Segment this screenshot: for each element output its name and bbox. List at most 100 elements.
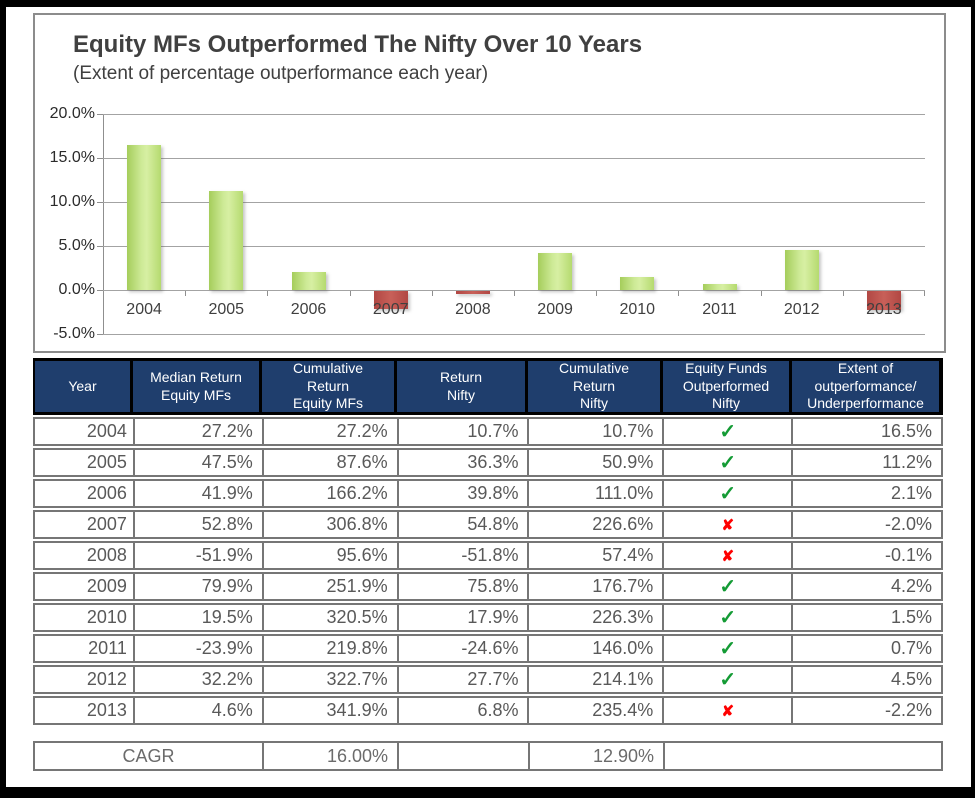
cumulative-return-mfs-cell: 320.5% — [261, 605, 397, 630]
x-axis-tick — [431, 291, 433, 296]
cagr-label: CAGR — [122, 745, 175, 766]
cumulative-return-mfs-cell: 87.6% — [261, 450, 397, 475]
header-cell-5: Equity Funds Outperformed Nifty — [663, 360, 789, 412]
bar-2004 — [127, 144, 162, 290]
y-axis-tick-label: 5.0% — [58, 237, 95, 254]
outperformed-cell: ✓ — [662, 450, 791, 475]
table-row: 2010 19.5% 320.5% 17.9% 226.3% ✓ 1.5% — [33, 603, 943, 632]
header-cell-0: Year — [35, 361, 130, 412]
table-row: 2011 -23.9% 219.8% -24.6% 146.0% ✓ 0.7% — [33, 634, 943, 663]
y-axis-tick-label: -5.0% — [53, 325, 95, 342]
y-axis-tick — [97, 158, 103, 159]
y-axis-tick — [97, 114, 103, 115]
cross-icon: ✘ — [721, 516, 735, 534]
return-nifty-cell: 27.7% — [396, 667, 528, 692]
header-cell-4: Cumulative Return Nifty — [528, 360, 660, 412]
return-nifty-cell: 75.8% — [396, 574, 528, 599]
cagr-equity-mfs-value: 16.00% — [262, 743, 397, 769]
bar-2008 — [455, 291, 490, 294]
table-header-row: Year Median Return Equity MFs Cumulative R… — [33, 358, 943, 415]
cumulative-return-mfs-cell: 219.8% — [261, 636, 397, 661]
extent-cell: -2.0% — [791, 512, 941, 537]
table-row: 2012 32.2% 322.7% 27.7% 214.1% ✓ 4.5% — [33, 665, 943, 694]
cumulative-return-nifty-cell: 226.3% — [527, 605, 662, 630]
bar-2005 — [209, 191, 244, 290]
median-return-cell: 27.2% — [132, 419, 262, 444]
gridline — [103, 202, 925, 203]
extent-cell: 11.2% — [791, 450, 941, 475]
median-return-cell: 79.9% — [132, 574, 262, 599]
cumulative-return-nifty-cell: 50.9% — [527, 450, 662, 475]
bar-2012 — [784, 250, 819, 290]
results-table: Year Median Return Equity MFs Cumulative R… — [33, 358, 943, 725]
return-nifty-cell: 10.7% — [396, 419, 528, 444]
x-axis-label: 2010 — [619, 301, 656, 318]
table-row: 2007 52.8% 306.8% 54.8% 226.6% ✘ -2.0% — [33, 510, 943, 539]
gridline — [103, 290, 925, 291]
cross-icon: ✘ — [721, 547, 735, 565]
header-cell-2: Cumulative Return Equity MFs — [262, 360, 394, 412]
check-icon: ✓ — [719, 576, 737, 598]
outperformed-cell: ✓ — [662, 574, 791, 599]
header-cell-1: Median Return Equity MFs — [133, 361, 259, 412]
x-axis-tick — [924, 291, 925, 296]
median-return-cell: -51.9% — [132, 543, 262, 568]
x-axis-tick — [514, 291, 515, 296]
header-cell-3: Return Nifty — [397, 361, 525, 412]
x-axis-label: 2012 — [783, 301, 820, 318]
extent-cell: -0.1% — [791, 543, 941, 568]
y-axis-tick — [97, 246, 103, 247]
median-return-cell: 47.5% — [132, 450, 262, 475]
extent-cell: 4.5% — [791, 667, 941, 692]
gridline — [103, 158, 925, 159]
x-axis-tick — [349, 291, 351, 296]
cumulative-return-nifty-cell: 214.1% — [527, 667, 662, 692]
year-cell: 2006 — [86, 483, 127, 503]
return-nifty-cell: -24.6% — [396, 636, 528, 661]
y-axis-tick — [97, 290, 103, 291]
check-icon: ✓ — [719, 607, 737, 629]
bar-2007 — [373, 291, 408, 309]
outperformed-cell: ✓ — [662, 419, 791, 444]
table-row: 2009 79.9% 251.9% 75.8% 176.7% ✓ 4.2% — [33, 572, 943, 601]
cagr-nifty-value: 12.90% — [528, 743, 663, 769]
outperformed-cell: ✓ — [662, 667, 791, 692]
gridline — [103, 114, 925, 115]
median-return-cell: -23.9% — [132, 636, 262, 661]
outperformed-cell: ✓ — [662, 481, 791, 506]
cumulative-return-mfs-cell: 27.2% — [261, 419, 397, 444]
check-icon: ✓ — [719, 483, 737, 505]
year-cell: 2009 — [86, 576, 127, 596]
year-cell: 2005 — [86, 452, 127, 472]
year-cell: 2010 — [86, 607, 127, 627]
header-cell-6: Extent of outperformance/ Underperforman… — [792, 360, 939, 412]
extent-cell: 1.5% — [791, 605, 941, 630]
outperformed-cell: ✓ — [662, 605, 791, 630]
y-axis-tick-label: 0.0% — [58, 281, 95, 298]
cumulative-return-nifty-cell: 10.7% — [527, 419, 662, 444]
y-axis-tick — [97, 334, 103, 335]
cagr-empty-cell — [397, 743, 528, 769]
median-return-cell: 32.2% — [132, 667, 262, 692]
cumulative-return-nifty-cell: 146.0% — [527, 636, 662, 661]
x-axis-label: 2013 — [866, 301, 902, 318]
x-axis-label: 2006 — [290, 301, 327, 318]
median-return-cell: 52.8% — [132, 512, 262, 537]
x-axis-label: 2011 — [702, 301, 737, 318]
y-axis-tick-label: 20.0% — [49, 105, 95, 122]
table-row: 2006 41.9% 166.2% 39.8% 111.0% ✓ 2.1% — [33, 479, 943, 508]
cumulative-return-mfs-cell: 322.7% — [261, 667, 397, 692]
check-icon: ✓ — [719, 452, 737, 474]
return-nifty-cell: -51.8% — [396, 543, 528, 568]
bar-2013 — [866, 291, 901, 311]
median-return-cell: 41.9% — [132, 481, 262, 506]
year-cell: 2011 — [88, 638, 127, 658]
x-axis-tick — [185, 291, 187, 296]
year-cell: 2004 — [86, 421, 127, 441]
return-nifty-cell: 6.8% — [396, 698, 528, 723]
cagr-empty-cell — [663, 743, 939, 769]
outperformed-cell: ✘ — [662, 543, 791, 568]
x-axis-label: 2007 — [372, 301, 409, 318]
page-subtitle: (Extent of percentage outperformance eac… — [73, 63, 489, 84]
bar-2011 — [702, 283, 737, 290]
